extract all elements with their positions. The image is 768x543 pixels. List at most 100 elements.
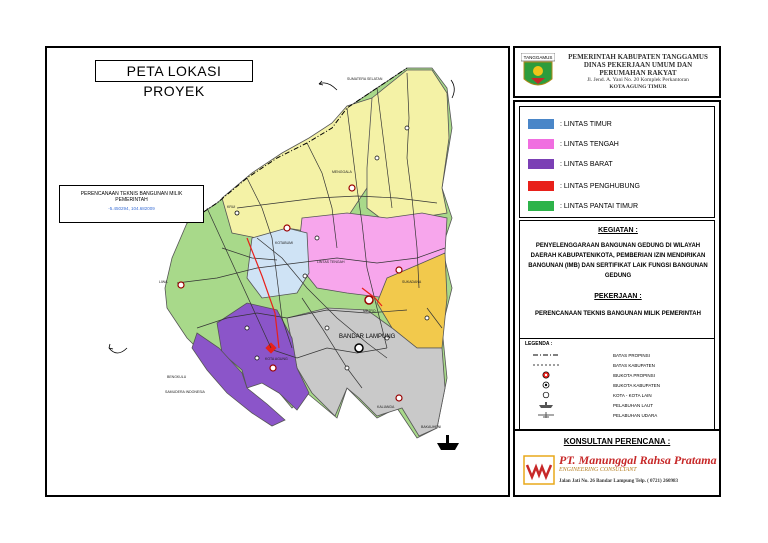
legenda-label-batas-propinsi: BATAS PROPINSI <box>613 352 650 358</box>
city-menggala <box>348 184 356 192</box>
province-border <box>186 67 408 224</box>
callout-line1: PERENCANAAN TEKNIS BANGUNAN MILIK <box>80 191 183 197</box>
kegiatan-section: KEGIATAN : PENYELENGGARAAN BANGUNAN GEDU… <box>519 220 715 440</box>
label-kota-agung: KOTA AGUNG <box>265 357 288 361</box>
lintas-legend: : LINTAS TIMUR : LINTAS TENGAH : LINTAS … <box>519 106 715 218</box>
city-kotabumi <box>283 224 291 232</box>
label-metro: METRO <box>363 309 376 313</box>
city-krui <box>234 210 240 216</box>
swatch-tengah <box>528 139 554 149</box>
city-kalianda <box>395 394 403 402</box>
label-sumsel: SUMATERA SELATAN <box>347 77 383 81</box>
label-sukadana: SUKADANA <box>402 280 422 284</box>
header-text: PEMERINTAH KABUPATEN TANGGAMUS DINAS PEK… <box>559 53 717 91</box>
city-bandar-lampung <box>354 343 364 353</box>
agency-header: TANGGAMUS PEMERINTAH KABUPATEN TANGGAMUS… <box>513 46 721 98</box>
swatch-timur <box>528 119 554 129</box>
consultant-title: KONSULTAN PERENCANA : <box>563 437 671 446</box>
direction-arrows <box>108 79 455 354</box>
swatch-penghubung <box>528 181 554 191</box>
lintas-label-barat: : LINTAS BARAT <box>560 160 613 168</box>
legenda-label-pelabuhan-laut: PELABUHAN LAUT <box>613 402 654 408</box>
callout-coord: -5.450294, 104.682009 <box>108 206 155 211</box>
lampung-map[interactable]: KRUI LIWA KOTABUMI MENGGALA METRO SUKADA… <box>47 48 508 495</box>
lintas-row-penghubung: : LINTAS PENGHUBUNG <box>528 181 640 191</box>
map-title: PETA LOKASI PROYEK <box>95 60 253 99</box>
swatch-barat <box>528 159 554 169</box>
lintas-row-barat: : LINTAS BARAT <box>528 159 613 169</box>
lintas-label-penghubung: : LINTAS PENGHUBUNG <box>560 182 640 190</box>
region-south-grey <box>286 307 446 437</box>
lintas-row-tengah: : LINTAS TENGAH <box>528 139 619 149</box>
legend-panel: : LINTAS TIMUR : LINTAS TENGAH : LINTAS … <box>513 100 721 471</box>
kegiatan-body: PENYELENGGARAAN BANGUNAN GEDUNG DI WILAY… <box>528 243 708 279</box>
city-sukadana <box>395 266 403 274</box>
legenda-label-batas-kabupaten: BATAS KABUPATEN <box>613 362 655 368</box>
label-liwa: LIWA <box>159 280 168 284</box>
header-line2: DINAS PEKERJAAN UMUM DAN <box>583 61 693 69</box>
region-northeast-yellow <box>366 69 450 224</box>
header-address: Jl. Jend. A. Yani No. 20 Komplek Perkant… <box>587 77 689 83</box>
province-capital-icon <box>542 371 550 379</box>
province-border-symbol <box>533 354 559 356</box>
label-samudera: SAMUDERA INDONESIA <box>165 390 206 394</box>
city-liwa <box>177 281 185 289</box>
label-menggala: MENGGALA <box>332 170 353 174</box>
legenda-row-pelabuhan-laut: PELABUHAN LAUT <box>533 401 653 409</box>
map-frame: KRUI LIWA KOTABUMI MENGGALA METRO SUKADA… <box>45 46 510 497</box>
ship-icon <box>437 435 459 450</box>
header-city: KOTA AGUNG TIMUR <box>609 84 667 90</box>
consultant-logo <box>523 455 555 485</box>
regency-border-symbol <box>533 364 559 366</box>
road-network <box>176 72 446 389</box>
city-markers <box>177 125 430 402</box>
other-city-icon <box>542 391 550 399</box>
label-bandar-lampung: BANDAR LAMPUNG <box>339 334 396 340</box>
label-kalianda: KALIANDA <box>377 405 395 409</box>
city-metro <box>364 295 374 305</box>
logo-text: TANGGAMUS <box>524 55 553 60</box>
label-krui: KRUI <box>227 205 235 209</box>
lintas-label-timur: : LINTAS TIMUR <box>560 120 612 128</box>
legenda-title: LEGENDA : <box>525 341 553 347</box>
legenda-section: LEGENDA : BATAS PROPINSI BATAS KABUPATEN… <box>519 338 715 420</box>
pekerjaan-body: PERENCANAAN TEKNIS BANGUNAN MILIK PEMERI… <box>535 311 701 317</box>
airport-icon <box>538 412 554 418</box>
kegiatan-title: KEGIATAN : <box>598 227 638 234</box>
seaport-icon <box>539 402 553 408</box>
legenda-row-pelabuhan-udara: PELABUHAN UDARA <box>533 411 657 419</box>
road-connector-red <box>246 237 383 349</box>
legenda-row-batas-propinsi: BATAS PROPINSI <box>533 351 650 359</box>
header-line3: PERUMAHAN RAKYAT <box>599 69 677 77</box>
label-bakauheni: BAKAUHENI <box>421 425 441 429</box>
project-callout: PERENCANAAN TEKNIS BANGUNAN MILIK PEMERI… <box>59 185 204 223</box>
legenda-label-ibukota-propinsi: IBUKOTA PROPINSI <box>613 372 655 378</box>
legenda-row-batas-kabupaten: BATAS KABUPATEN <box>533 361 655 369</box>
pekerjaan-title: PEKERJAAN : <box>594 293 642 300</box>
swatch-pantai-timur <box>528 201 554 211</box>
label-tengah: LINTAS TENGAH <box>317 260 345 264</box>
consultant-panel: KONSULTAN PERENCANA : PT. Manunggal Rahs… <box>513 429 721 497</box>
tanggamus-logo: TANGGAMUS <box>521 53 555 86</box>
label-bengkulu: BENGKULU <box>167 375 187 379</box>
consultant-subtitle: ENGINEERING CONSULTANT <box>559 467 637 473</box>
lintas-label-tengah: : LINTAS TENGAH <box>560 140 619 148</box>
consultant-name: PT. Manunggal Rahsa Pratama <box>559 453 717 467</box>
label-kotabumi: KOTABUMI <box>275 241 293 245</box>
legenda-row-ibukota-kabupaten: IBUKOTA KABUPATEN <box>533 381 660 389</box>
lintas-label-pantai-timur: : LINTAS PANTAI TIMUR <box>560 202 639 210</box>
regency-capital-icon <box>542 381 550 389</box>
info-panel: TANGGAMUS PEMERINTAH KABUPATEN TANGGAMUS… <box>513 46 721 497</box>
lintas-row-timur: : LINTAS TIMUR <box>528 119 612 129</box>
legenda-label-ibukota-kabupaten: IBUKOTA KABUPATEN <box>613 382 661 388</box>
city-kota-agung <box>269 364 277 372</box>
header-line1: PEMERINTAH KABUPATEN TANGGAMUS <box>568 53 708 61</box>
legenda-row-ibukota-propinsi: IBUKOTA PROPINSI <box>533 371 655 379</box>
region-coast-purple <box>191 332 286 427</box>
callout-leader <box>206 207 272 349</box>
legenda-row-kota-lain: KOTA - KOTA LAIN <box>533 391 652 399</box>
legenda-label-pelabuhan-udara: PELABUHAN UDARA <box>613 412 658 418</box>
legenda-label-kota-lain: KOTA - KOTA LAIN <box>613 392 652 398</box>
consultant-address: Jalan Jati No. 26 Bandar Lampung Telp. (… <box>559 479 678 484</box>
lintas-row-pantai-timur: : LINTAS PANTAI TIMUR <box>528 201 638 211</box>
